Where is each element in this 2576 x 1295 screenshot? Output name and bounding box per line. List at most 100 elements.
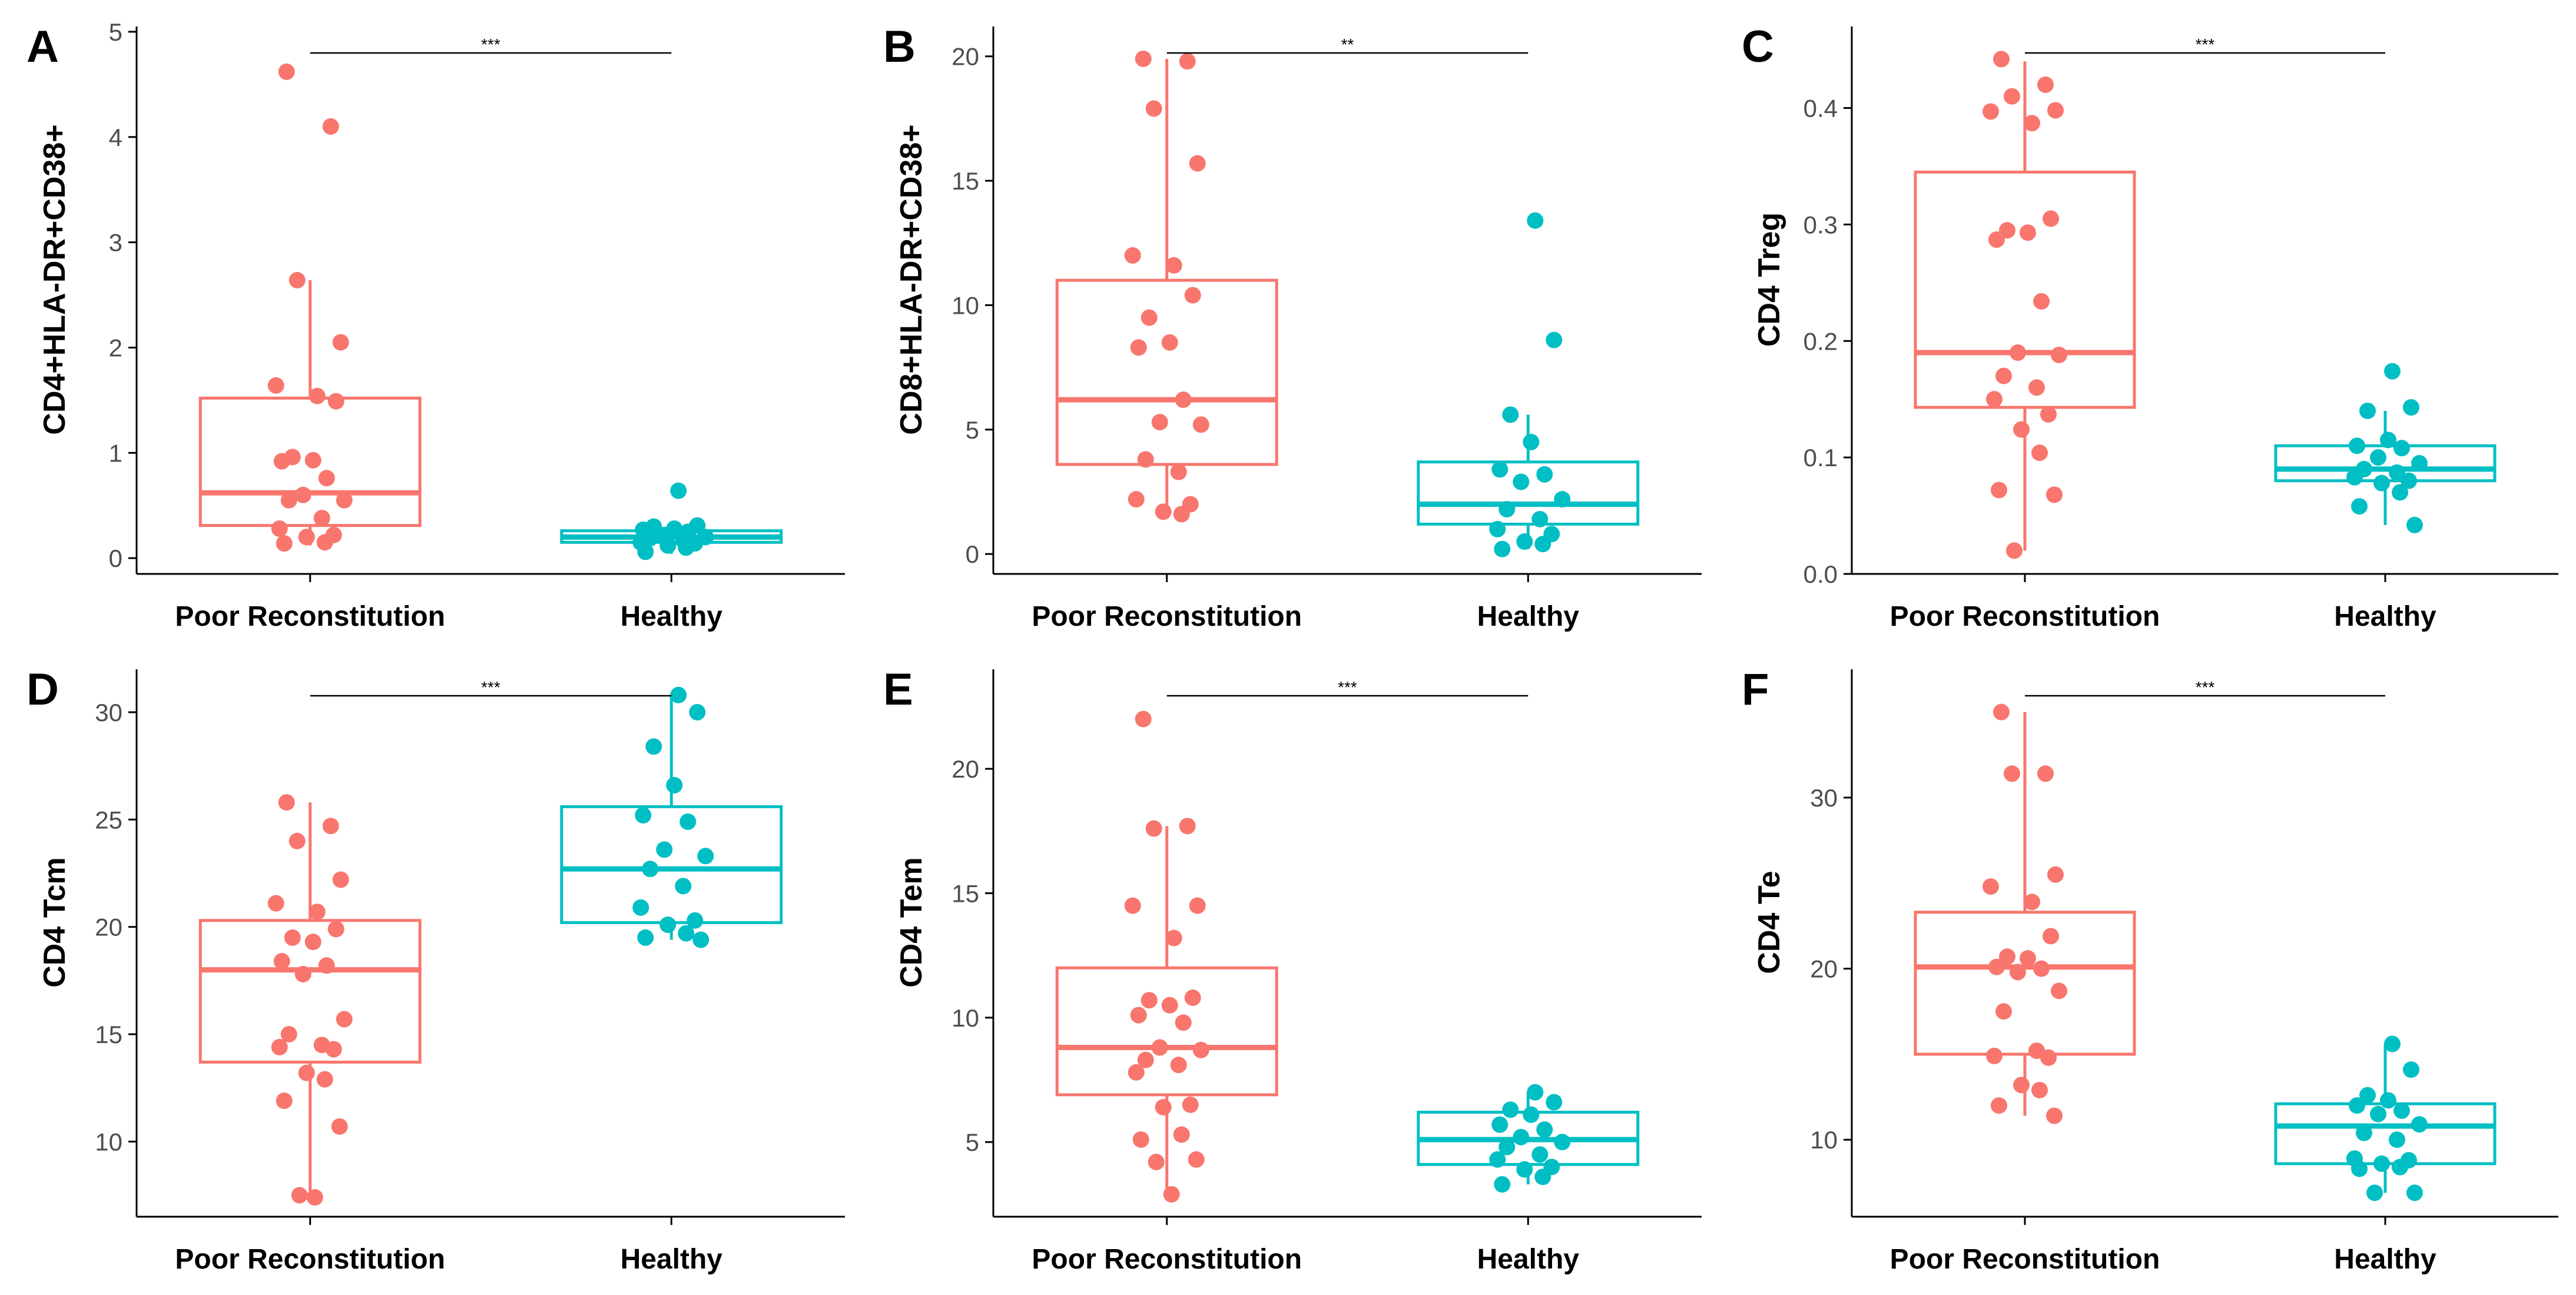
data-point xyxy=(2033,293,2050,310)
data-point xyxy=(318,470,335,487)
data-point xyxy=(692,931,710,948)
data-point xyxy=(1531,511,1549,527)
data-point xyxy=(1995,1003,2012,1020)
data-point xyxy=(1982,103,1999,120)
data-point xyxy=(1993,51,2010,68)
y-tick-label: 0.2 xyxy=(1803,327,1838,355)
y-tick-label: 25 xyxy=(95,806,122,834)
panel-c: C CD4 Treg 0.0 0.1 0.2 0.3 0.4 Poor Reconstit… xyxy=(1742,22,2558,632)
data-point xyxy=(2403,399,2419,416)
data-point xyxy=(2403,1061,2419,1078)
data-point xyxy=(280,1026,297,1042)
data-point xyxy=(2020,950,2036,967)
data-point xyxy=(2046,1107,2063,1124)
x-tick-label: Healthy xyxy=(2334,601,2436,632)
data-point xyxy=(2010,964,2026,981)
data-point xyxy=(687,912,704,929)
data-point xyxy=(2351,498,2368,515)
y-tick-label: 10 xyxy=(95,1128,122,1155)
data-point xyxy=(1554,491,1571,508)
data-point xyxy=(267,377,284,394)
data-point xyxy=(2024,894,2040,911)
data-point xyxy=(2031,444,2048,461)
box xyxy=(1055,966,1278,1097)
y-tick-label: 20 xyxy=(952,43,979,71)
panel-a: A CD4+HLA-DR+CD38+ 0 1 2 3 4 5 Poor Reconstitu… xyxy=(26,18,845,632)
data-point xyxy=(2411,1116,2428,1133)
data-point xyxy=(273,453,290,470)
data-point xyxy=(276,1093,293,1110)
data-point xyxy=(2401,472,2417,489)
data-point xyxy=(316,1071,333,1088)
data-point xyxy=(2411,455,2428,472)
data-point xyxy=(331,1118,348,1135)
data-point xyxy=(1165,257,1182,274)
data-point xyxy=(2359,1087,2376,1104)
data-point xyxy=(2351,1160,2368,1177)
data-point xyxy=(637,543,654,560)
y-tick-label: 0.1 xyxy=(1803,444,1838,471)
data-point xyxy=(1988,231,2005,248)
data-point xyxy=(327,393,344,410)
data-point xyxy=(284,929,301,946)
data-point xyxy=(2037,765,2054,782)
y-tick-label: 20 xyxy=(95,914,122,941)
y-axis-title: CD4+HLA-DR+CD38+ xyxy=(38,124,72,434)
panel-letter: E xyxy=(883,665,913,715)
data-point xyxy=(280,492,297,509)
data-point xyxy=(2393,1102,2410,1119)
data-point xyxy=(291,1187,308,1204)
data-point xyxy=(1993,703,2010,720)
data-point xyxy=(697,848,714,865)
data-point xyxy=(1999,948,2015,965)
data-point xyxy=(1132,1131,1149,1148)
data-point xyxy=(1170,463,1187,480)
data-point xyxy=(1489,1151,1506,1168)
y-tick-label: 20 xyxy=(1810,955,1838,983)
data-point xyxy=(2006,542,2023,559)
data-point xyxy=(2013,421,2030,438)
data-point xyxy=(1184,989,1201,1006)
data-point xyxy=(1982,878,1999,895)
data-point xyxy=(666,776,683,793)
data-point xyxy=(2370,1105,2386,1123)
data-point xyxy=(2356,1124,2372,1141)
data-point xyxy=(645,738,662,755)
data-point xyxy=(2370,449,2386,466)
data-point xyxy=(2051,982,2067,1000)
panel-b: B CD8+HLA-DR+CD38+ 0 5 10 15 20 Poor Reconsti… xyxy=(883,22,1702,632)
significance-label: *** xyxy=(481,35,500,54)
data-point xyxy=(332,334,349,351)
data-point xyxy=(1534,536,1551,553)
data-point xyxy=(332,871,349,888)
data-point xyxy=(2373,1155,2390,1172)
data-point xyxy=(670,482,687,499)
data-point xyxy=(1534,1168,1551,1186)
y-tick-label: 10 xyxy=(952,1004,979,1032)
x-tick-label: Healthy xyxy=(1477,601,1580,632)
significance-label: *** xyxy=(481,678,500,696)
data-point xyxy=(273,953,290,969)
y-tick-label: 15 xyxy=(95,1021,122,1048)
y-tick-label: 1 xyxy=(109,439,122,467)
x-tick-label: Poor Reconstitution xyxy=(1890,1244,2160,1275)
data-point xyxy=(1135,50,1152,67)
data-point xyxy=(1170,1057,1187,1074)
significance-label: ** xyxy=(1341,35,1354,54)
data-point xyxy=(1175,1014,1192,1031)
data-point xyxy=(1999,222,2015,239)
data-point xyxy=(1192,1041,1209,1058)
data-point xyxy=(2366,1184,2383,1201)
y-tick-label: 10 xyxy=(952,291,979,319)
data-point xyxy=(2406,516,2423,533)
data-point xyxy=(298,529,315,546)
data-point xyxy=(1502,406,1519,423)
y-tick-label: 2 xyxy=(109,334,122,361)
y-tick-label: 5 xyxy=(966,416,979,444)
x-tick-label: Poor Reconstitution xyxy=(175,1244,445,1275)
data-point xyxy=(1502,1101,1519,1118)
data-point xyxy=(2043,210,2059,227)
data-point xyxy=(1173,506,1190,523)
data-point xyxy=(2346,469,2363,486)
data-point xyxy=(635,807,652,824)
